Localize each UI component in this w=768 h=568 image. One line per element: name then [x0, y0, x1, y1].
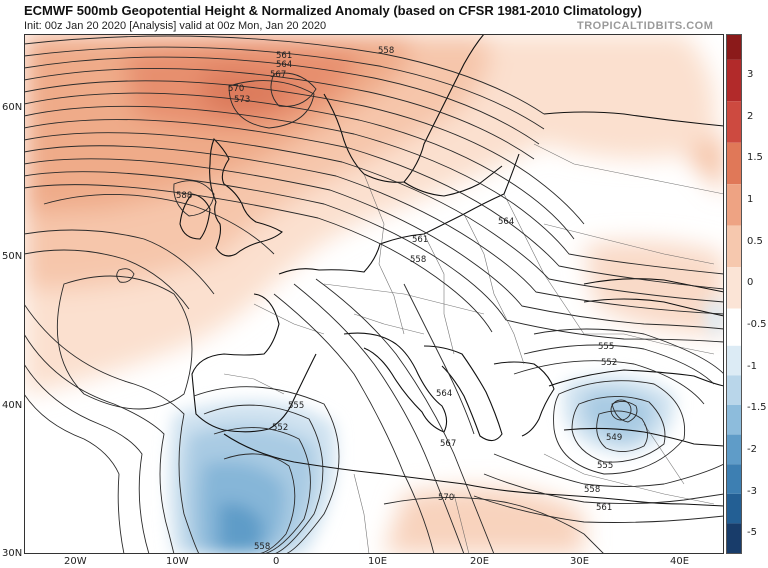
colorbar-tick: 0: [747, 277, 754, 288]
contour-label: 552: [601, 358, 617, 368]
low-center-marker: [610, 399, 632, 421]
contour-label: 567: [270, 70, 286, 80]
contour-label: 567: [440, 439, 456, 449]
negative-anomaly-fill: [169, 299, 724, 554]
colorbar-tick: 0.5: [747, 236, 763, 247]
brand-watermark: TROPICALTIDBITS.COM: [577, 20, 714, 32]
colorbar-tick: -5: [747, 527, 757, 538]
map-frame: [24, 34, 724, 554]
colorbar-swatch: [727, 267, 741, 309]
colorbar-tick: 1: [747, 194, 754, 205]
colorbar-swatch: [727, 101, 741, 143]
contour-label: 564: [498, 217, 514, 227]
colorbar-tick: -0.5: [747, 319, 767, 330]
longitude-label: 10W: [166, 556, 189, 567]
contour-label: 570: [228, 84, 244, 94]
colorbar-tick: 2: [747, 111, 754, 122]
colorbar-swatch: [727, 523, 741, 553]
contour-label: 558: [378, 46, 394, 56]
map-title: ECMWF 500mb Geopotential Height & Normal…: [24, 3, 642, 18]
contour-label: 564: [436, 389, 452, 399]
colorbar-tick: 1.5: [747, 152, 763, 163]
longitude-label: 20W: [64, 556, 87, 567]
colorbar-tick: -1: [747, 361, 757, 372]
colorbar-tick: -2: [747, 444, 757, 455]
longitude-label: 40E: [670, 556, 690, 567]
contour-label: 555: [598, 342, 614, 352]
colorbar-swatch: [727, 493, 741, 524]
colorbar-swatch: [727, 225, 741, 268]
contour-label: 573: [234, 95, 250, 105]
contour-label: 558: [254, 542, 270, 552]
contour-label: 549: [606, 433, 622, 443]
longitude-label: 10E: [368, 556, 388, 567]
contour-label: 552: [272, 423, 288, 433]
contour-label: 555: [288, 401, 304, 411]
colorbar-swatch: [727, 434, 741, 465]
longitude-label: 20E: [470, 556, 490, 567]
map-panel: 561 564 567 570 573 558 588 564 561 558 …: [24, 34, 724, 554]
colorbar-swatch: [727, 308, 741, 346]
longitude-label: 30E: [570, 556, 590, 567]
colorbar-swatches: [727, 35, 741, 553]
contour-label: 561: [412, 235, 428, 245]
anomaly-colorbar: [726, 34, 742, 554]
colorbar-swatch: [727, 142, 741, 185]
positive-anomaly-fill: [24, 34, 724, 554]
colorbar-swatch: [727, 405, 741, 435]
colorbar-swatch: [727, 35, 741, 60]
contour-label: 555: [597, 461, 613, 471]
colorbar-swatch: [727, 184, 741, 226]
colorbar-swatch: [727, 345, 741, 376]
map-subtitle: Init: 00z Jan 20 2020 [Analysis] valid a…: [24, 20, 327, 32]
colorbar-swatch: [727, 59, 741, 102]
colorbar-swatch: [727, 375, 741, 405]
colorbar-tick: 3: [747, 69, 754, 80]
colorbar-tick: -3: [747, 486, 757, 497]
colorbar-tick: -1.5: [747, 402, 767, 413]
latitude-label: 30N: [2, 548, 23, 559]
latitude-label: 60N: [2, 102, 23, 113]
colorbar-swatch: [727, 464, 741, 494]
height-contours: [24, 35, 724, 554]
contour-label: 561: [596, 503, 612, 513]
contour-label: 564: [276, 60, 292, 70]
contour-label: 561: [276, 51, 292, 61]
contour-label: 570: [438, 493, 454, 503]
latitude-label: 50N: [2, 251, 23, 262]
latitude-label: 40N: [2, 400, 23, 411]
contour-label: 558: [584, 485, 600, 495]
contour-label: 558: [410, 255, 426, 265]
map-svg: 561 564 567 570 573 558 588 564 561 558 …: [24, 34, 724, 554]
longitude-label: 0: [273, 556, 280, 567]
contour-label: 588: [176, 191, 192, 201]
